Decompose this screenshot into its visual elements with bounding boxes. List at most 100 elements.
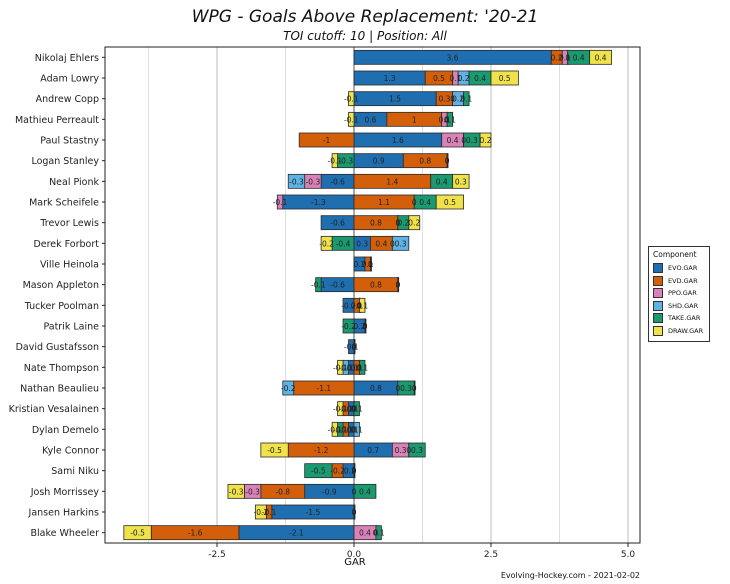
bar-value-label: 0.4 [474,74,486,83]
bar-value-label: 0 [445,157,450,166]
bar-value-label: 0 [363,322,368,331]
bar-segment [391,235,410,251]
bar-value-label: 0 [357,301,362,310]
y-tick-label: Kyle Connor [42,446,99,457]
bar-segment [276,194,284,210]
bar-value-label: 0 [450,95,455,104]
bar-value-label: 0 [352,343,357,352]
bar-value-label: 0.2 [397,219,409,228]
bar-segment [320,235,333,251]
bar-value-label: -0.1 [333,363,348,372]
bar-value-label: 1.3 [384,74,396,83]
bar-segment [446,111,454,127]
bar-value-label: -0.6 [330,219,345,228]
chart-title: WPG - Goals Above Replacement: '20-21 [191,7,539,27]
bar-value-label: 0 [368,260,373,269]
bar-value-label: -0.1 [338,425,353,434]
bar-value-label: -1.2 [314,446,329,455]
bar-segment [375,525,382,541]
bar-value-label: 0 [352,343,357,352]
bar-segment [463,91,470,107]
bar-value-label: 0.4 [573,53,585,62]
bar-value-label: 0.1 [351,363,363,372]
bar-value-label: 0 [368,260,373,269]
y-tick-label: Logan Stanley [31,156,99,167]
bar-value-label: -0.3 [306,177,321,186]
bar-value-label: 0 [363,322,368,331]
bar-value-label: -0.5 [130,529,145,538]
bar-value-label: 0.5 [499,74,511,83]
bar-value-label: 0.5 [433,74,445,83]
legend-item: PPO.GAR [653,287,705,300]
bar-value-label: 0 [357,363,362,372]
bar-value-label: 0.2 [551,53,563,62]
bar-value-label: 0 [395,281,400,290]
bar-value-label: -0.1 [344,425,359,434]
bar-value-label: -0.1 [273,198,288,207]
bar-value-label: -1.6 [188,529,203,538]
bar-value-label: 0.8 [419,157,431,166]
bar-segment [337,359,344,375]
bar-value-label: 0 [390,239,395,248]
bar-value-label: -0.5 [267,446,282,455]
bar-value-label: 0.4 [595,53,607,62]
legend-label: DRAW.GAR [668,326,704,335]
bar-value-label: 0.1 [351,425,363,434]
chart-subtitle: TOI cutoff: 10 | Position: All [283,29,447,43]
bar-value-label: 0 [352,425,357,434]
bar-value-label: 0 [352,508,357,517]
bar-value-label: 0.2 [480,136,492,145]
bar-value-label: 1.1 [378,198,390,207]
legend-item: EVD.GAR [653,275,705,288]
bar-value-label: 0.3 [411,446,423,455]
bar-value-label: 0.2 [354,322,366,331]
legend-label: SHD.GAR [668,301,699,310]
y-tick-label: Mark Scheifele [29,198,99,209]
bar-value-label: 0.4 [375,239,387,248]
bar-value-label: -0.2 [330,467,345,476]
bar-value-label: 0.8 [370,281,382,290]
bar-value-label: 0 [445,115,450,124]
bar-value-label: 0.1 [362,260,374,269]
bar-value-label: 0.1 [444,115,456,124]
legend-item: TAKE.GAR [653,312,705,325]
legend-label: EVD.GAR [668,276,698,285]
y-tick-label: Patrik Laine [43,322,99,333]
legend-swatch [653,263,663,274]
y-tick-label: Neal Pionk [49,177,99,188]
bar-value-label: -0.3 [229,487,244,496]
bar-value-label: -0.1 [344,363,359,372]
bar-value-label: -0.1 [344,343,359,352]
bar-value-label: 0.1 [351,405,363,414]
bar-value-label: -1.3 [311,198,326,207]
y-tick-label: Trevor Lewis [39,218,99,229]
bar-value-label: 0 [395,384,400,393]
bar-value-label: -0.6 [330,177,345,186]
bar-value-label: 0 [406,446,411,455]
bar-value-label: 0 [352,405,357,414]
bar-value-label: 0.4 [419,198,431,207]
bar-value-label: -0.1 [311,281,326,290]
bar-value-label: -0.1 [338,405,353,414]
bar-value-label: 1.6 [392,136,404,145]
y-tick-label: Mason Appleton [23,280,99,291]
bar-segment [408,215,421,231]
bar-segment [304,463,333,479]
bar-segment [452,173,470,189]
bar-value-label: 0.1 [356,363,368,372]
bar-segment [413,380,416,396]
legend-item: DRAW.GAR [653,325,705,338]
bar-value-label: -0.2 [281,384,296,393]
y-tick-label: Dylan Demelo [32,425,99,436]
y-tick-label: Tucker Poolman [24,301,99,312]
bar-value-label: -0.1 [344,115,359,124]
bar-value-label: 0 [395,281,400,290]
bar-value-label: -1.5 [306,508,321,517]
legend-swatch [653,275,663,286]
bar-value-label: 0 [352,405,357,414]
bar-segment [397,277,400,293]
bar-value-label: 0 [352,467,357,476]
y-tick-label: Blake Wheeler [31,528,100,539]
bar-value-label: -0.1 [333,425,348,434]
